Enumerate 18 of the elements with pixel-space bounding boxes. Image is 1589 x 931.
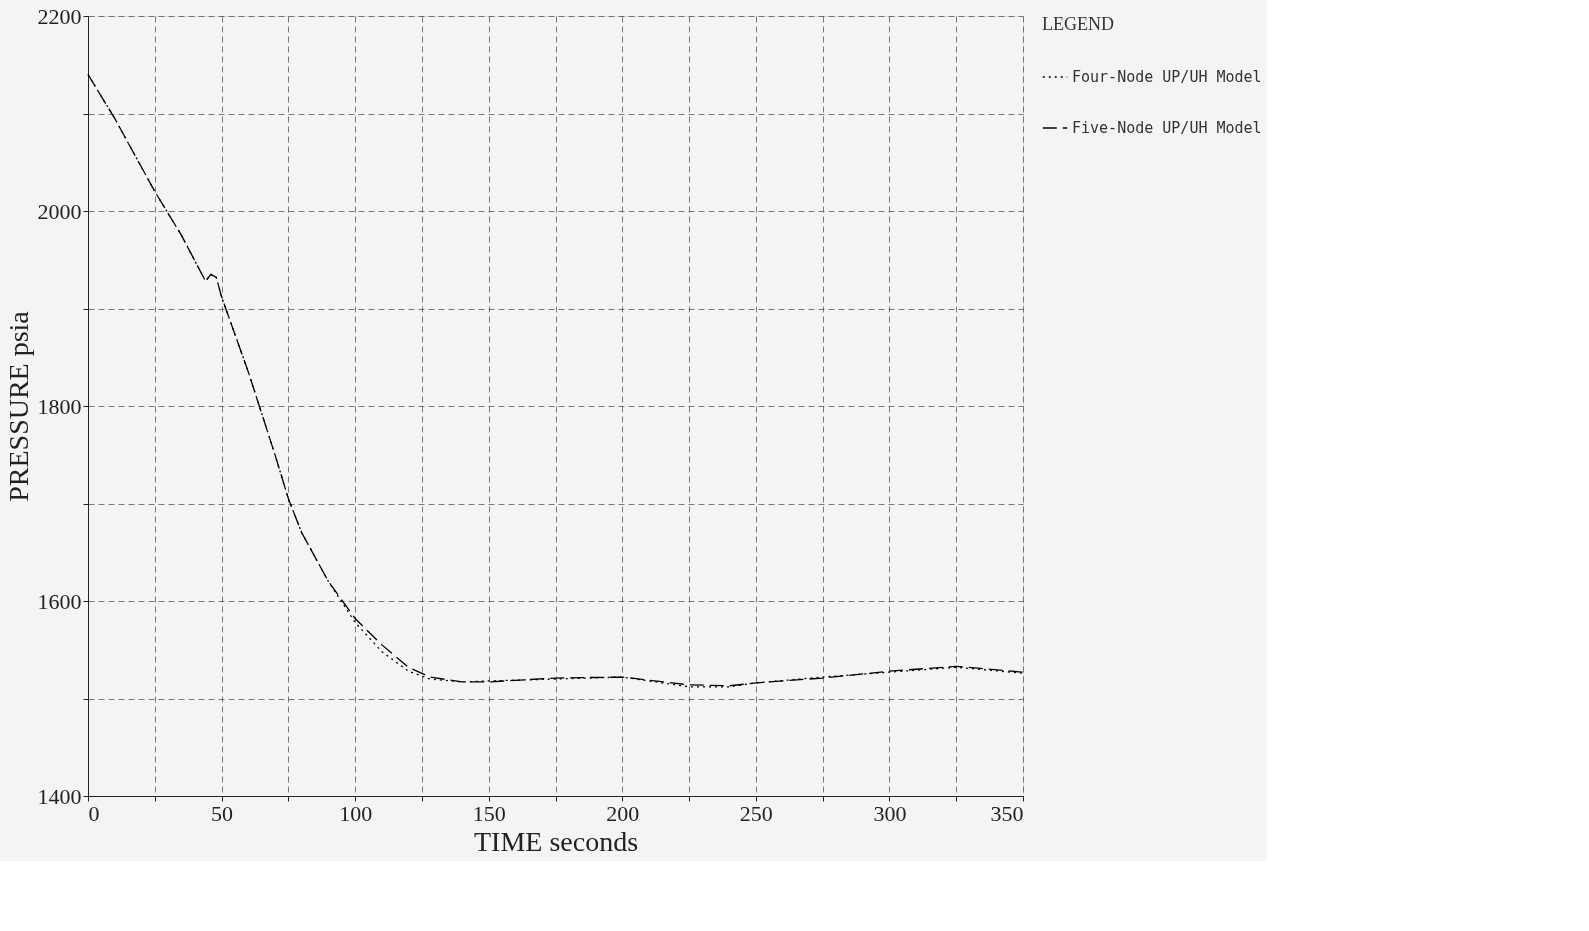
y-tick-label: 2000 [37,198,82,224]
y-tick-label: 1600 [37,588,82,614]
y-tick-label: 2200 [37,3,82,29]
x-tick-label: 50 [211,800,234,826]
legend-title: LEGEND [1042,14,1114,34]
x-tick-label: 100 [339,800,373,826]
x-tick-label: 250 [739,800,773,826]
x-axis-title: TIME seconds [473,825,639,857]
x-tick-label: 300 [873,800,907,826]
x-tick-label: 350 [990,800,1024,826]
legend-label: Four-Node UP/UH Model [1072,68,1262,86]
y-tick-label: 1800 [37,393,82,419]
x-tick-label: 150 [472,800,506,826]
x-tick-label: 0 [88,800,100,826]
y-axis-title: PRESSURE psia [2,310,34,502]
y-tick-label: 1400 [37,783,82,809]
x-tick-label: 200 [606,800,640,826]
legend-label: Five-Node UP/UH Model [1072,119,1262,137]
